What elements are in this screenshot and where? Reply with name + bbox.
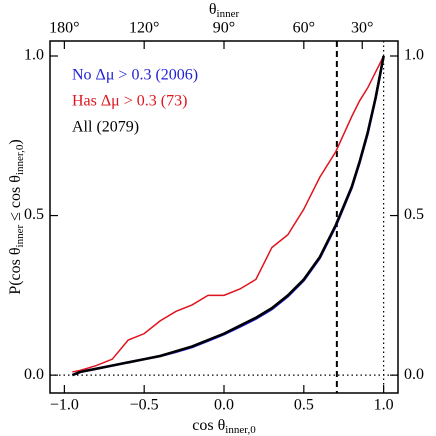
legend-entry: Has Δμ > 0.3 (73) [72,93,187,110]
x-tick-label: 1.0 [374,397,394,414]
series-line [72,55,385,373]
x2-tick-label: 180° [49,20,79,37]
legend-entry: No Δμ > 0.3 (2006) [72,67,198,84]
x2-axis-label-part: θ [209,1,217,18]
y-tick-label: 0.5 [24,206,44,223]
y-tick-label: 1.0 [24,47,44,64]
y-axis-label-part: ≤ cos θ [7,175,24,225]
x2-tick-label: 60° [293,20,315,37]
x-axis-label: cos θinner,0 [192,417,256,436]
x-axis-label-sub: inner,0 [225,424,256,436]
y2-tick-label: 1.0 [404,47,424,64]
x-tick-label: 0.0 [214,397,234,414]
x2-axis-label-sub: inner [217,8,240,20]
y-axis-label-sub: inner [14,225,26,248]
y2-tick-label: 0.0 [404,366,424,383]
y2-tick-label: 0.5 [404,206,424,223]
y-axis-label-part: P(cos θ [7,247,24,294]
x2-axis-label: θinner [209,1,240,20]
series-line [71,55,385,377]
x-tick-label: −1.0 [50,397,79,414]
y-axis-label: P(cos θinner ≤ cos θinner,0) [7,139,26,294]
x-tick-label: 0.5 [294,397,314,414]
x2-tick-label: 120° [129,20,159,37]
y-axis-label-part: ) [7,139,24,144]
y-tick-label: 0.0 [24,366,44,383]
x-tick-label: −0.5 [130,397,159,414]
legend-entry: All (2079) [72,119,139,136]
y-axis-label-sub: inner,0 [14,144,26,175]
x2-tick-label: 30° [351,20,373,37]
x2-tick-label: 90° [213,20,235,37]
x-axis-label-part: cos θ [192,417,225,434]
